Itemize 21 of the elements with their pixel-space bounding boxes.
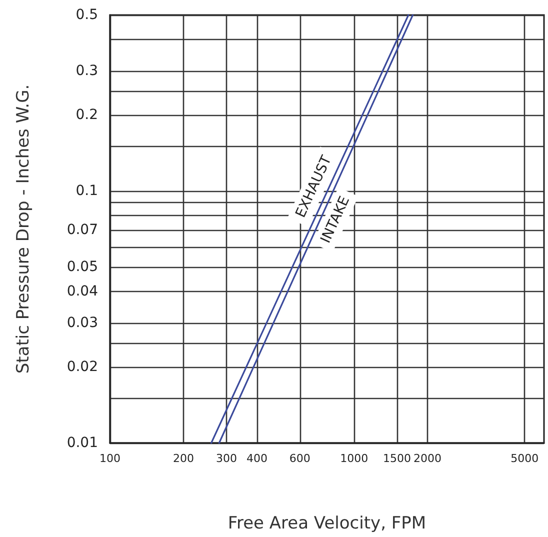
x-tick-label: 100 <box>100 452 120 465</box>
x-tick-label: 600 <box>289 452 310 465</box>
y-tick-label: 0.03 <box>66 314 98 331</box>
x-tick-label: 1500 <box>383 452 412 465</box>
x-tick-label: 1000 <box>340 452 368 465</box>
x-tick-label: 200 <box>172 452 194 465</box>
y-tick-label: 0.2 <box>76 107 98 124</box>
y-tick-label: 0.05 <box>66 258 98 275</box>
x-tick-label: 300 <box>216 452 237 465</box>
x-tick-label: 5000 <box>510 452 539 465</box>
y-tick-label: 0.5 <box>76 7 98 23</box>
y-tick-label: 0.02 <box>66 359 98 376</box>
x-tick-label: 400 <box>246 452 268 465</box>
y-tick-label: 0.01 <box>66 435 98 451</box>
y-axis-title: Static Pressure Drop - Inches W.G. <box>14 84 34 374</box>
y-tick-label: 0.1 <box>76 183 98 200</box>
y-tick-label: 0.04 <box>66 283 98 300</box>
y-tick-label: 0.3 <box>76 62 98 79</box>
x-axis-title: Free Area Velocity, FPM <box>228 514 426 534</box>
x-tick-label: 2000 <box>414 452 442 465</box>
y-tick-label: 0.07 <box>66 222 98 238</box>
